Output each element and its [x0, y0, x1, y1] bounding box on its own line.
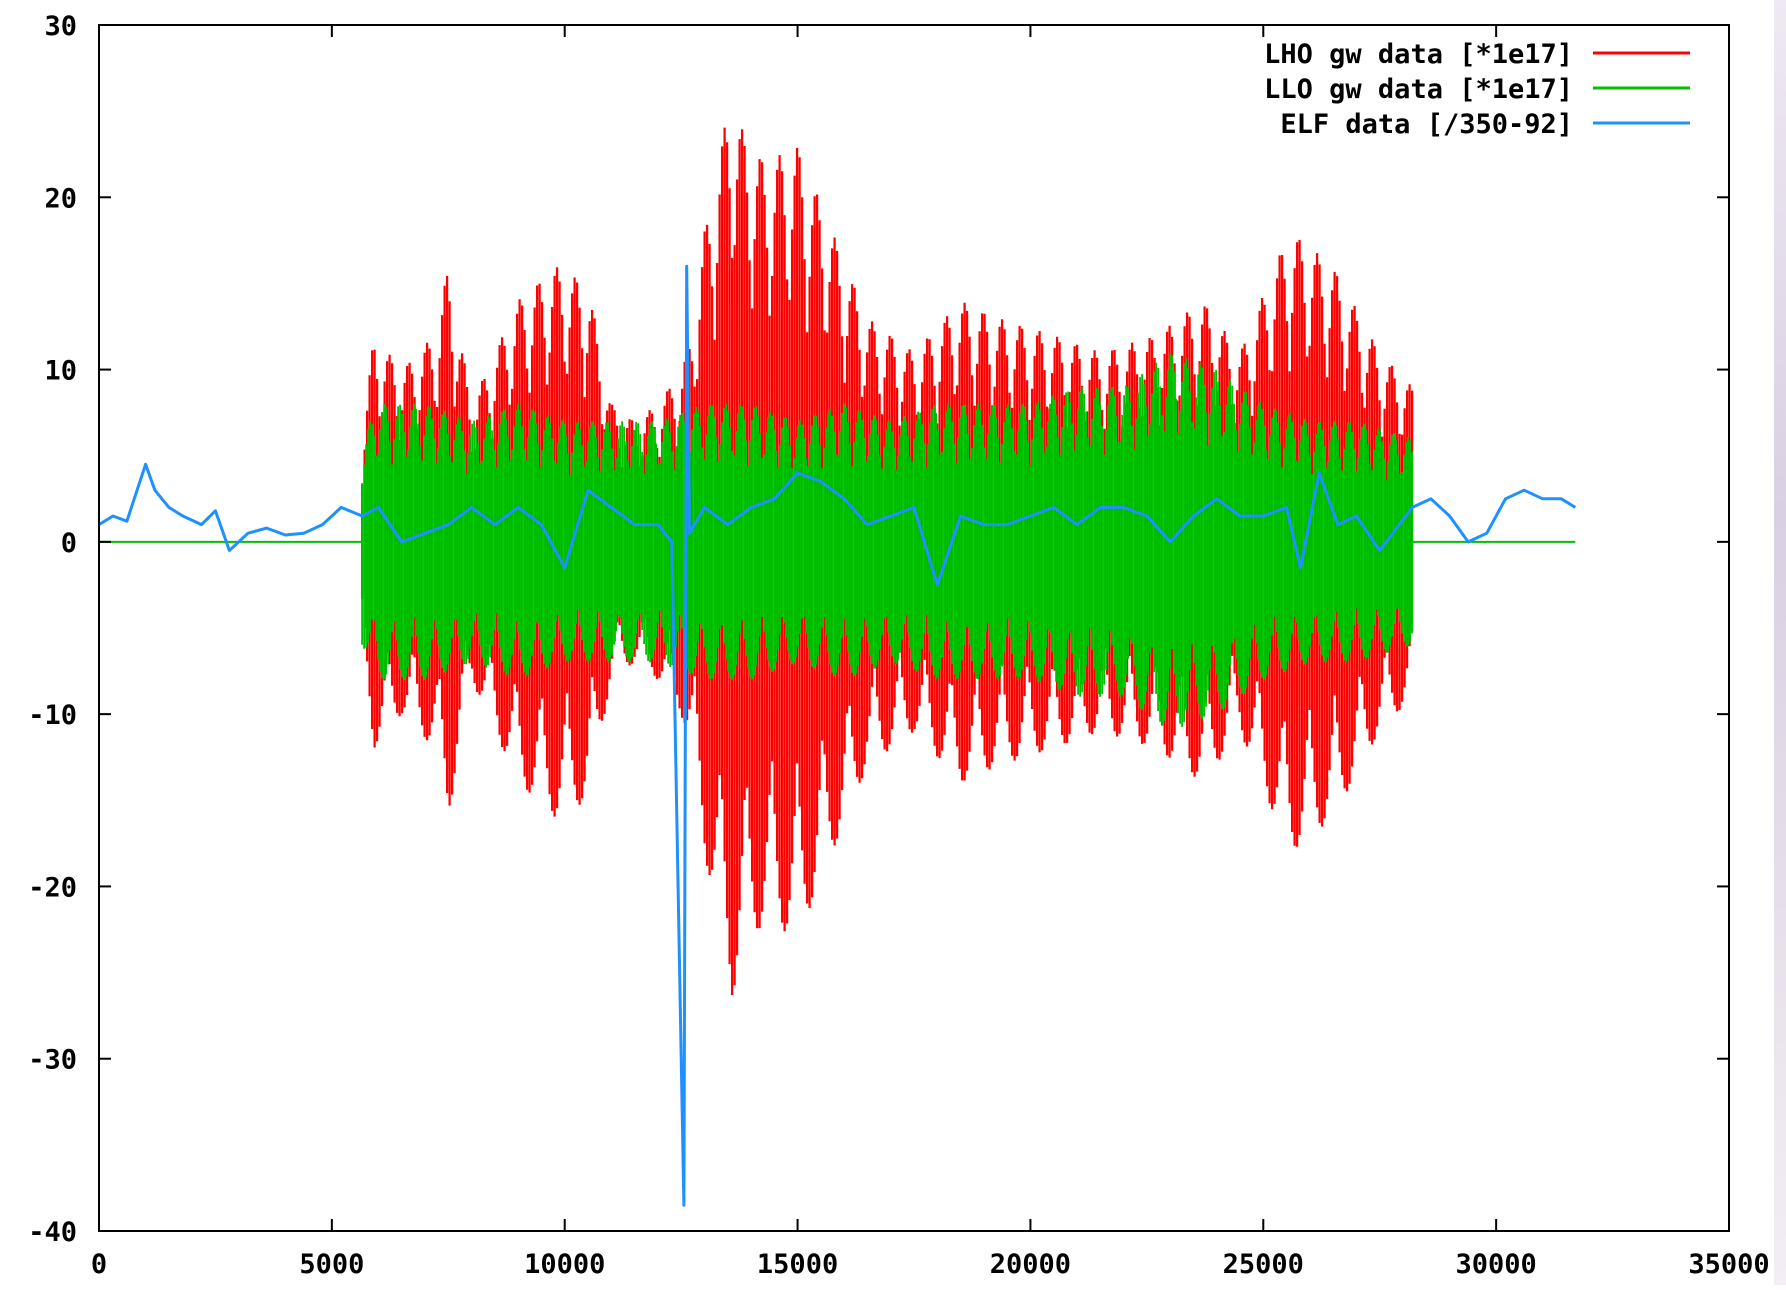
x-tick-label: 15000 [757, 1249, 838, 1280]
y-tick-label: 0 [61, 528, 77, 559]
legend-label-0: LHO gw data [*1e17] [1264, 39, 1573, 70]
x-tick-label: 20000 [990, 1249, 1071, 1280]
x-tick-label: 10000 [524, 1249, 605, 1280]
x-tick-label: 30000 [1456, 1249, 1537, 1280]
y-tick-label: 10 [44, 356, 77, 387]
x-tick-label: 0 [91, 1249, 107, 1280]
x-tick-label: 5000 [299, 1249, 364, 1280]
side-decoration-strip [1774, 0, 1786, 1285]
y-tick-label: -30 [28, 1045, 77, 1076]
x-tick-label: 35000 [1688, 1249, 1769, 1280]
y-tick-label: 20 [44, 183, 77, 214]
y-tick-label: -20 [28, 872, 77, 903]
y-tick-label: -40 [28, 1217, 77, 1248]
y-tick-label: -10 [28, 700, 77, 731]
legend-label-1: LLO gw data [*1e17] [1264, 74, 1573, 105]
x-tick-label: 25000 [1223, 1249, 1304, 1280]
legend-label-2: ELF data [/350-92] [1280, 109, 1573, 140]
y-tick-label: 30 [44, 11, 77, 42]
